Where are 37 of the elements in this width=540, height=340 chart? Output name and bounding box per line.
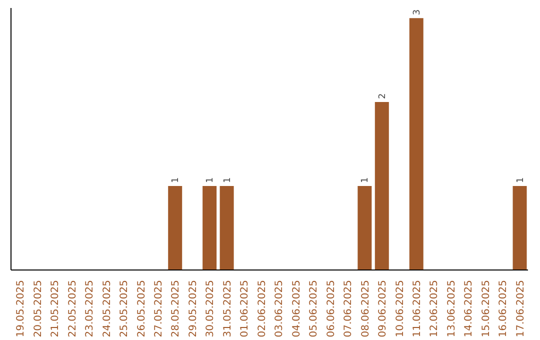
x-tick-label: 14.06.2025: [464, 280, 475, 338]
x-tick-label: 05.06.2025: [308, 280, 320, 338]
x-tick-label: 06.06.2025: [326, 280, 337, 338]
x-tick-label: 24.05.2025: [102, 280, 113, 338]
x-tick-label: 28.05.2025: [170, 280, 182, 338]
x-tick-label: 17.06.2025: [515, 280, 526, 338]
x-tick-label: 30.05.2025: [205, 280, 216, 338]
x-tick-label: 02.06.2025: [256, 280, 268, 338]
x-tick-label: 26.05.2025: [136, 280, 148, 338]
x-tick-label: 29.05.2025: [188, 280, 199, 338]
x-tick-label: 23.05.2025: [84, 280, 96, 338]
x-tick-label: 19.05.2025: [16, 280, 27, 338]
x-tick-label: 08.06.2025: [360, 280, 372, 338]
x-tick-label: 09.06.2025: [378, 280, 389, 338]
x-tick-label: 20.05.2025: [32, 280, 44, 338]
x-tick-label: 13.06.2025: [446, 280, 458, 338]
data-label: 1: [360, 177, 371, 184]
x-tick-label: 01.06.2025: [240, 280, 251, 338]
x-tick-label: 21.05.2025: [50, 280, 62, 338]
x-tick-label: 03.06.2025: [274, 280, 286, 338]
data-label: 1: [171, 177, 182, 184]
data-label: 1: [516, 177, 526, 184]
x-tick-label: 11.06.2025: [412, 280, 423, 338]
x-tick-label: 10.06.2025: [394, 280, 406, 338]
x-tick-label: 31.05.2025: [222, 280, 234, 338]
data-label: 3: [412, 9, 422, 16]
x-tick-label: 07.06.2025: [343, 280, 354, 338]
x-tick-label: 12.06.2025: [429, 280, 440, 338]
x-tick-label: 27.05.2025: [153, 280, 164, 338]
x-tick-label: 25.05.2025: [119, 280, 130, 338]
x-tick-label: 15.06.2025: [480, 280, 492, 338]
data-label: 2: [378, 93, 388, 100]
x-tick-label: 22.05.2025: [67, 280, 78, 338]
data-label: 1: [222, 177, 233, 184]
x-tick-label: 16.06.2025: [498, 280, 510, 338]
x-tick-label: 04.06.2025: [291, 280, 302, 338]
data-label: 1: [206, 177, 216, 184]
